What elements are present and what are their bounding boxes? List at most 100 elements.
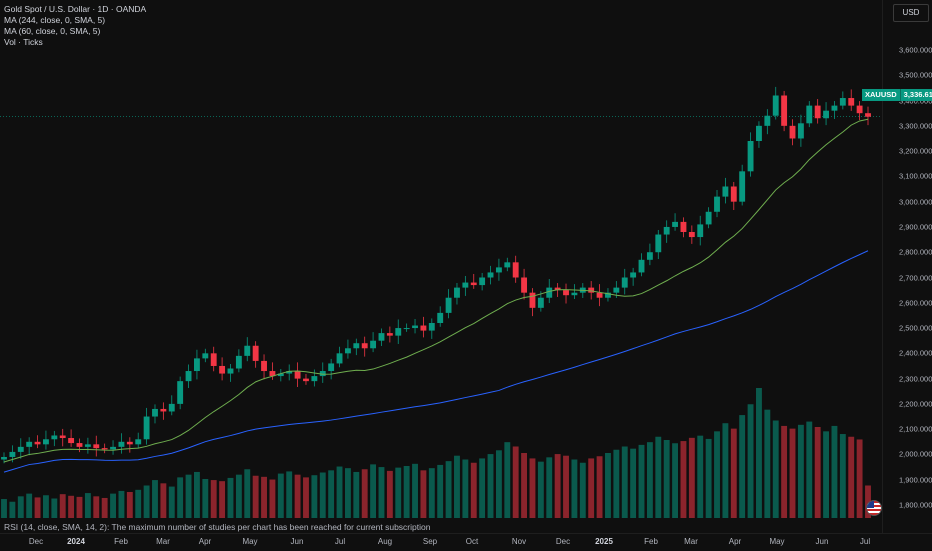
volume-bar	[756, 388, 762, 518]
candle-body	[730, 186, 737, 202]
volume-bar	[277, 473, 284, 518]
time-axis-label: Mar	[684, 537, 698, 546]
candle-body	[93, 444, 100, 449]
volume-bar	[646, 442, 653, 518]
candle-body	[9, 451, 16, 457]
candle-body	[445, 297, 452, 313]
candle-body	[244, 345, 251, 356]
time-axis-label: Jul	[859, 537, 871, 546]
volume-bar	[68, 495, 75, 518]
candle-body	[34, 441, 41, 445]
candle-body	[160, 408, 167, 412]
volume-bar	[529, 458, 536, 518]
time-axis-label: May	[769, 537, 785, 546]
volume-legend[interactable]: Vol · Ticks	[4, 37, 43, 47]
price-axis-label: 2,600.000	[899, 298, 932, 308]
time-axis-label: Feb	[644, 537, 658, 546]
candle-body	[51, 435, 58, 440]
volume-bar	[361, 469, 368, 518]
volume-bar	[269, 479, 276, 518]
candle-body	[848, 98, 855, 106]
volume-bar	[697, 435, 704, 518]
time-axis-label: 2024	[67, 537, 85, 546]
volume-bar	[705, 438, 712, 518]
volume-bar	[596, 456, 603, 518]
volume-bar	[588, 458, 595, 518]
time-axis-label: Sep	[422, 537, 438, 546]
volume-bar	[378, 467, 385, 518]
volume-bar	[311, 475, 318, 518]
ma-244-legend[interactable]: MA (244, close, 0, SMA, 5)	[4, 15, 106, 25]
candle-body	[512, 262, 519, 278]
candle-body	[143, 416, 150, 440]
volume-bar	[546, 457, 553, 518]
price-axis-label: 2,300.000	[899, 374, 932, 384]
candle-body	[428, 323, 435, 331]
price-axis-label: 2,400.000	[899, 348, 932, 358]
volume-bar	[470, 462, 477, 518]
candle-body	[152, 408, 158, 417]
volume-bar	[51, 498, 58, 518]
candle-body	[563, 290, 569, 296]
time-axis-label: 2025	[595, 537, 613, 546]
candle-body	[261, 360, 267, 372]
candle-body	[277, 373, 284, 377]
ma-60-legend[interactable]: MA (60, close, 0, SMA, 5)	[4, 26, 101, 36]
price-axis-label: 1,800.000	[899, 500, 932, 510]
candle-body	[705, 211, 712, 225]
candle-body	[437, 312, 444, 323]
candle-body	[839, 98, 846, 106]
volume-bar	[504, 442, 511, 518]
candle-body	[59, 435, 66, 439]
volume-bar	[244, 469, 251, 518]
candle-body	[193, 358, 200, 372]
volume-bar	[420, 470, 427, 518]
time-axis[interactable]: Dec 2024 Feb Mar Apr May Jun Jul Aug Sep Oct Nov Dec…	[0, 533, 932, 551]
volume-bar	[252, 475, 259, 518]
time-axis-label: Mar	[156, 537, 170, 546]
candle-body	[655, 234, 662, 253]
volume-bar	[445, 461, 452, 518]
candle-body	[646, 252, 653, 260]
price-axis-label: 2,500.000	[899, 323, 932, 333]
volume-bar	[210, 480, 217, 518]
volume-bar	[303, 477, 309, 518]
volume-bar	[261, 476, 267, 518]
candle-body	[722, 186, 729, 197]
candle-body	[672, 221, 679, 227]
price-axis-label: 3,300.000	[899, 121, 932, 131]
currency-button[interactable]: USD	[893, 4, 929, 22]
ma-244-line	[3, 250, 869, 473]
candle-body	[621, 277, 628, 288]
price-axis-label: 3,100.000	[899, 171, 932, 181]
candle-body	[521, 277, 528, 293]
volume-bar	[344, 468, 351, 518]
time-axis-label: Dec	[555, 537, 571, 546]
candle-body	[764, 115, 771, 126]
price-axis-label: 2,900.000	[899, 222, 932, 232]
volume-bar	[806, 421, 813, 518]
volume-bar	[680, 441, 687, 518]
candle-body	[336, 353, 343, 364]
candle-body	[177, 381, 184, 404]
price-axis-label: 2,100.000	[899, 424, 932, 434]
candle-body	[303, 378, 309, 382]
candle-body	[638, 259, 645, 273]
volume-bar	[152, 480, 158, 518]
volume-bar	[1, 499, 7, 518]
candle-body	[135, 439, 142, 445]
candle-body	[470, 282, 477, 286]
candle-body	[118, 441, 125, 447]
volume-bar	[630, 448, 637, 518]
volume-bar	[688, 437, 695, 518]
volume-bar	[512, 446, 519, 518]
symbol-title[interactable]: Gold Spot / U.S. Dollar · 1D · OANDA	[4, 4, 147, 14]
price-axis[interactable]: 3,600.0003,500.0003,400.0003,300.0003,20…	[882, 0, 932, 533]
rsi-notice: RSI (14, close, SMA, 14, 2): The maximum…	[4, 522, 431, 532]
candle-body	[68, 438, 75, 444]
volume-bar	[730, 428, 737, 518]
volume-bar	[839, 434, 846, 518]
volume-bar	[621, 446, 628, 518]
candle-body	[630, 272, 637, 278]
